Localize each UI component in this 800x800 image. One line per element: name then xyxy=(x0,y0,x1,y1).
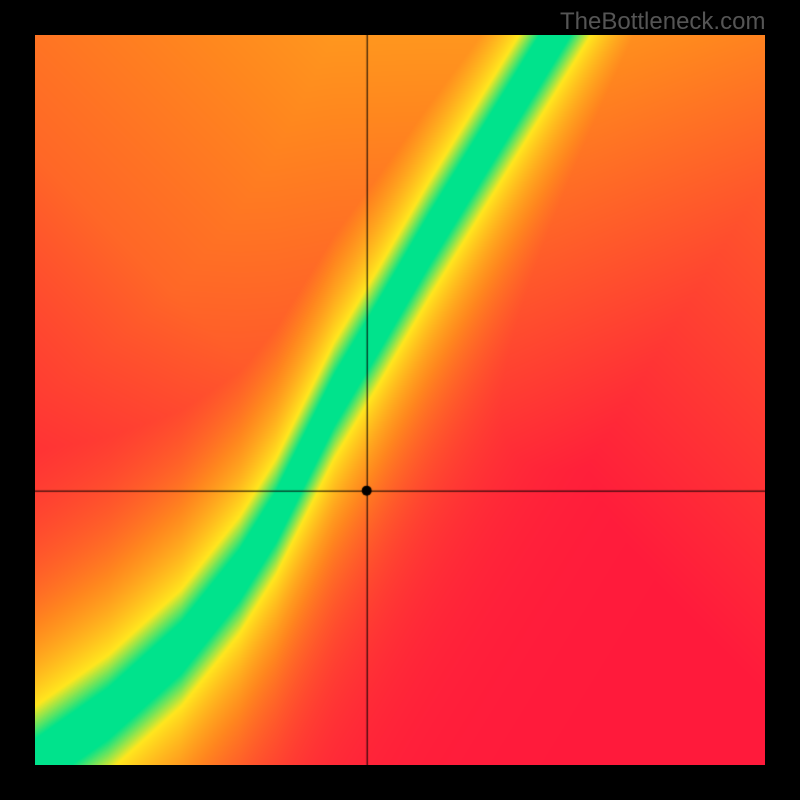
bottleneck-heatmap xyxy=(35,35,765,765)
chart-container: TheBottleneck.com xyxy=(0,0,800,800)
watermark-text: TheBottleneck.com xyxy=(560,8,765,36)
